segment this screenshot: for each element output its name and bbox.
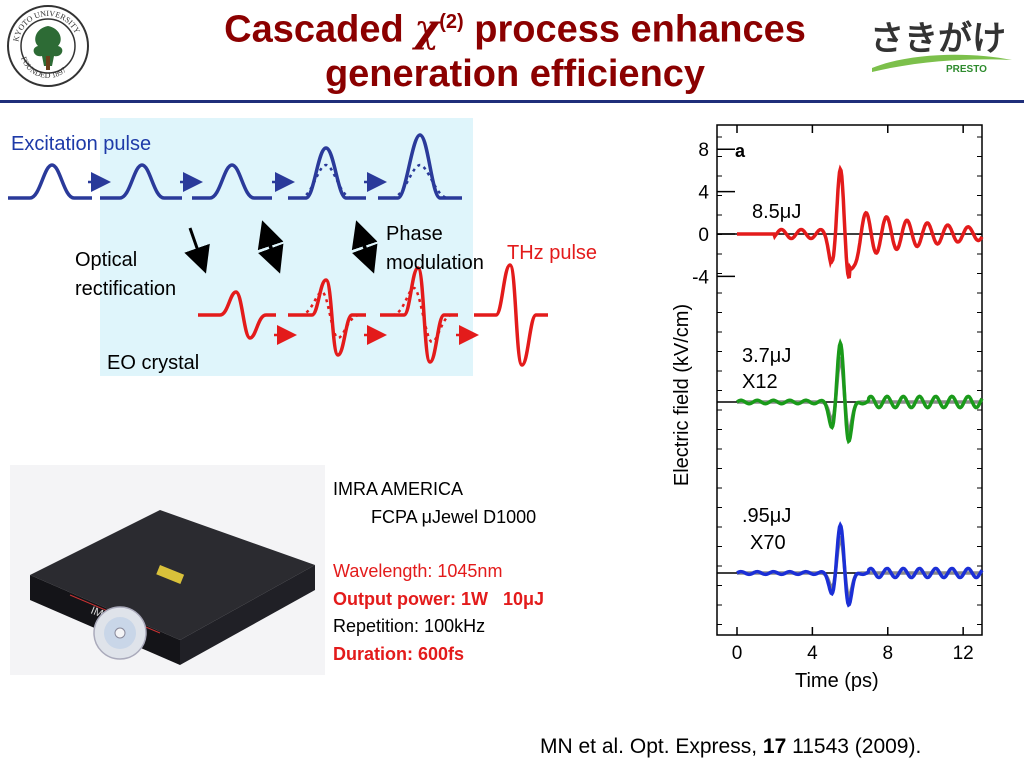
series-trace [737, 164, 984, 279]
thz-pulse-2 [288, 278, 366, 357]
eo-crystal-label: EO crystal [107, 352, 200, 374]
thz-pulse-1 [198, 290, 276, 340]
series-trace [736, 521, 984, 608]
pulse-energy-label: 3.7μJ [742, 345, 792, 367]
phase-modulation-label: Phase modulation [386, 223, 484, 274]
x-tick-label: 8 [882, 643, 893, 664]
thz-pulse-label: THz pulse [507, 242, 598, 264]
citation: MN et al. Opt. Express, 17 11543 (2009). [540, 735, 922, 758]
y-axis-label: Electric field (kV/cm) [671, 303, 693, 487]
chart-labels: 0 4 8 12 8 4 0 -4 a [692, 140, 974, 664]
pump-pulse-3 [192, 163, 272, 200]
chart-traces [736, 164, 984, 608]
presto-logo: さきがけ PRESTO [870, 19, 1012, 75]
y-tick-label: -4 [692, 267, 709, 288]
y-tick-label: 0 [698, 225, 709, 246]
chi-order: (2) [439, 11, 464, 33]
pump-pulse-4 [288, 146, 366, 200]
laser-wavelength: Wavelength: 1045nm [333, 561, 503, 581]
laser-power: Output power: 1W 10μJ [333, 588, 545, 609]
panel-label: a [735, 141, 746, 161]
chi-symbol: χ [414, 5, 440, 51]
x-tick-label: 12 [953, 643, 974, 664]
plot-frame [716, 124, 983, 636]
thz-pulse-3 [380, 266, 458, 364]
laser-unit-photo: IMRA [10, 465, 325, 675]
laser-repetition: Repetition: 100kHz [333, 616, 486, 636]
title-line-1: Cascaded χ(2) process enhances [224, 5, 806, 51]
laser-duration: Duration: 600fs [333, 643, 465, 664]
pump-pulse-1 [8, 163, 92, 200]
pulse-energy-label: 8.5μJ [752, 201, 802, 223]
laser-maker: IMRA AMERICA [333, 479, 464, 499]
optical-rectification-label: Optical rectification [75, 249, 177, 300]
x-axis-label: Time (ps) [795, 670, 879, 692]
pump-pulse-2 [100, 163, 182, 200]
scale-factor-label: X70 [750, 532, 786, 554]
x-tick-label: 0 [732, 643, 743, 664]
thz-waveform-chart: 0 4 8 12 8 4 0 -4 a [692, 124, 984, 664]
excitation-pulse-label: Excitation pulse [11, 133, 152, 155]
slide-title: Cascaded χ(2) process enhances generatio… [100, 0, 930, 96]
y-tick-label: 4 [698, 183, 709, 204]
title-line-2: generation efficiency [324, 52, 706, 95]
scale-factor-label: X12 [742, 371, 778, 393]
pump-pulse-5 [378, 133, 462, 200]
pulse-energy-label: .95μJ [742, 505, 792, 527]
svg-text:さきがけ: さきがけ [870, 19, 1006, 59]
cascade-diagram [8, 133, 548, 367]
svg-text:PRESTO: PRESTO [946, 64, 987, 75]
title-rule [0, 100, 1024, 103]
reference-trace [737, 355, 982, 434]
laser-specs: IMRA AMERICA FCPA μJewel D1000 Wavelengt… [333, 476, 544, 668]
y-tick-label: 8 [698, 140, 709, 161]
thz-pulse-4 [474, 263, 548, 367]
laser-model: FCPA μJewel D1000 [371, 506, 537, 527]
kyoto-university-seal: KYOTO UNIVERSITY FOUNDED 1897 [7, 5, 89, 87]
series-trace [736, 338, 984, 445]
x-tick-label: 4 [807, 643, 818, 664]
